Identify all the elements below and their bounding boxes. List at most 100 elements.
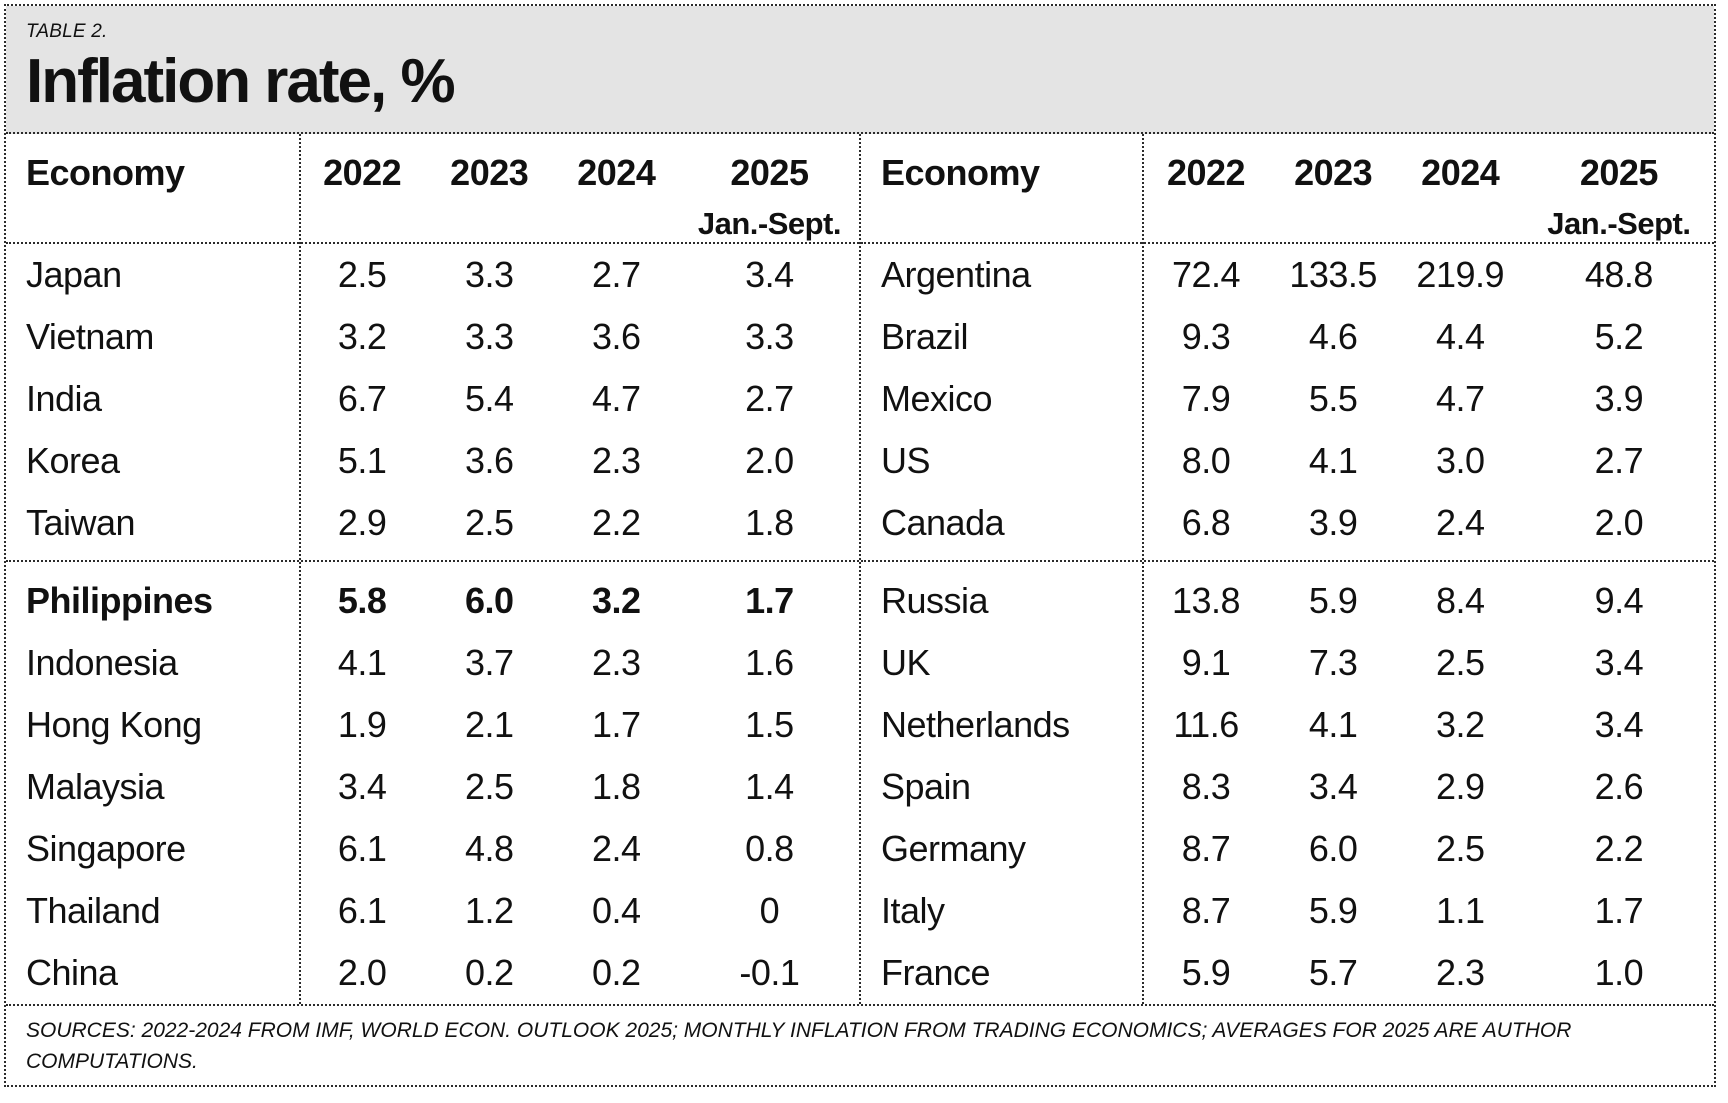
column-header-2025-year: 2025 [730, 152, 809, 193]
value-cell: 3.9 [1308, 502, 1358, 543]
value-cell: 0.2 [592, 952, 641, 993]
column-header-2024: 2024 [577, 152, 656, 193]
table-row: Netherlands 11.6 4.1 3.2 3.4 [861, 694, 1714, 756]
table-row: Argentina 72.4 133.5 219.9 48.8 [861, 244, 1714, 306]
column-header-2025-subtitle: Jan.-Sept. [697, 206, 842, 241]
value-cell: 6.7 [337, 378, 387, 419]
value-cell: 5.9 [1308, 580, 1358, 621]
value-cell: 2.2 [592, 502, 641, 543]
value-cell: 4.1 [337, 642, 387, 683]
value-cell: 2.9 [337, 502, 387, 543]
value-cell: 2.5 [464, 766, 514, 807]
value-cell: 4.7 [1435, 378, 1485, 419]
value-cell: 5.1 [337, 440, 387, 481]
table-row: Hong Kong 1.9 2.1 1.7 1.5 [6, 694, 859, 756]
value-cell: 3.9 [1594, 378, 1644, 419]
value-cell: 11.6 [1173, 704, 1239, 745]
value-cell: 4.7 [592, 378, 641, 419]
value-cell: 3.3 [464, 316, 514, 357]
value-cell: 1.8 [592, 766, 641, 807]
value-cell: 3.4 [1308, 766, 1358, 807]
value-cell: 2.0 [337, 952, 387, 993]
value-cell: 4.4 [1435, 316, 1485, 357]
value-cell: 2.0 [1594, 502, 1644, 543]
value-cell: 1.5 [745, 704, 794, 745]
value-cell: 2.4 [592, 828, 641, 869]
value-cell: 2.2 [1594, 828, 1644, 869]
value-cell: 3.6 [464, 440, 514, 481]
economy-cell: India [26, 378, 102, 419]
page-title: Inflation rate, % [26, 47, 456, 116]
right-table: Economy 2022 2023 2024 2025 Jan.-Sept. A… [859, 134, 1714, 1004]
value-cell: 3.4 [1594, 704, 1644, 745]
left-table-header-row: Economy 2022 2023 2024 2025 Jan.-Sept. [6, 134, 859, 244]
value-cell: 8.0 [1181, 440, 1231, 481]
value-cell: 1.9 [337, 704, 387, 745]
value-cell: 5.2 [1594, 316, 1644, 357]
value-cell: 8.7 [1181, 890, 1231, 931]
table-row: Vietnam 3.2 3.3 3.6 3.3 [6, 306, 859, 368]
economy-cell: Malaysia [26, 766, 165, 807]
value-cell: 2.7 [1594, 440, 1644, 481]
value-cell: 6.1 [337, 828, 387, 869]
right-table-group-bottom: Russia 13.8 5.9 8.4 9.4 UK 9.1 7.3 2.5 3.4 Netherl… [861, 562, 1714, 1004]
value-cell: 2.7 [745, 378, 794, 419]
economy-cell: Hong Kong [26, 704, 202, 745]
column-header-2025: 2025 Jan.-Sept. [1524, 152, 1714, 242]
value-cell: 5.4 [464, 378, 514, 419]
table-row: Brazil 9.3 4.6 4.4 5.2 [861, 306, 1714, 368]
value-cell: 0.2 [464, 952, 514, 993]
value-cell: -0.1 [739, 952, 800, 993]
value-cell: 48.8 [1584, 254, 1654, 295]
left-table-group-bottom: Philippines 5.8 6.0 3.2 1.7 Indonesia 4.1 3.7 2.… [6, 562, 859, 1004]
column-header-2023: 2023 [1294, 152, 1373, 193]
right-table-group-top: Argentina 72.4 133.5 219.9 48.8 Brazil 9.3 4.6 4… [861, 244, 1714, 562]
value-cell: 3.6 [592, 316, 641, 357]
table-row: Taiwan 2.9 2.5 2.2 1.8 [6, 492, 859, 554]
value-cell: 3.3 [464, 254, 514, 295]
economy-cell: Spain [881, 766, 971, 807]
right-table-header-row: Economy 2022 2023 2024 2025 Jan.-Sept. [861, 134, 1714, 244]
value-cell: 9.1 [1181, 642, 1231, 683]
tables-container: Economy 2022 2023 2024 2025 Jan.-Sept. J… [6, 134, 1714, 1004]
value-cell: 3.2 [1435, 704, 1485, 745]
value-cell: 6.0 [464, 580, 514, 621]
value-cell: 0.8 [745, 828, 794, 869]
value-cell: 1.7 [592, 704, 641, 745]
column-header-economy: Economy [881, 152, 1040, 193]
table-row: UK 9.1 7.3 2.5 3.4 [861, 632, 1714, 694]
table-row: Mexico 7.9 5.5 4.7 3.9 [861, 368, 1714, 430]
economy-cell: Singapore [26, 828, 186, 869]
value-cell: 6.1 [337, 890, 387, 931]
value-cell: 1.1 [1435, 890, 1485, 931]
left-table-group-top: Japan 2.5 3.3 2.7 3.4 Vietnam 3.2 3.3 3.6 3.3 Indi… [6, 244, 859, 562]
value-cell: 1.4 [745, 766, 794, 807]
value-cell: 0 [759, 890, 780, 931]
value-cell: 2.3 [592, 642, 641, 683]
title-block: TABLE 2. Inflation rate, % [6, 6, 1714, 134]
table-row: Canada 6.8 3.9 2.4 2.0 [861, 492, 1714, 554]
economy-cell: Brazil [881, 316, 969, 357]
value-cell: 3.7 [464, 642, 514, 683]
value-cell: 133.5 [1289, 254, 1377, 295]
value-cell: 7.9 [1181, 378, 1231, 419]
value-cell: 2.1 [464, 704, 514, 745]
economy-cell: Argentina [881, 254, 1031, 295]
value-cell: 1.7 [1594, 890, 1644, 931]
value-cell: 7.3 [1308, 642, 1358, 683]
value-cell: 3.0 [1435, 440, 1485, 481]
value-cell: 3.3 [745, 316, 794, 357]
value-cell: 5.9 [1181, 952, 1231, 993]
table-frame: TABLE 2. Inflation rate, % Economy 2022 … [4, 4, 1716, 1087]
table-row: US 8.0 4.1 3.0 2.7 [861, 430, 1714, 492]
value-cell: 5.5 [1308, 378, 1358, 419]
value-cell: 5.7 [1308, 952, 1358, 993]
value-cell: 2.5 [1435, 828, 1485, 869]
value-cell: 2.7 [592, 254, 641, 295]
table-row: China 2.0 0.2 0.2 -0.1 [6, 942, 859, 1004]
value-cell: 13.8 [1171, 580, 1241, 621]
economy-cell: China [26, 952, 118, 993]
economy-cell: Indonesia [26, 642, 178, 683]
value-cell: 2.4 [1435, 502, 1485, 543]
